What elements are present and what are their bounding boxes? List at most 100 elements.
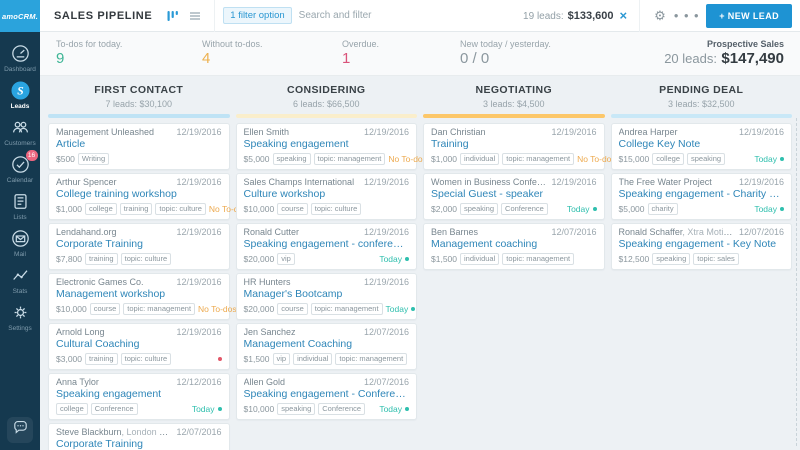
card-header-row: Dan Christian 12/19/2016 [431, 127, 597, 138]
sidebar-item-dashboard[interactable]: Dashboard [0, 43, 40, 73]
lead-company-name: , London Corp [121, 427, 173, 437]
lead-title-link[interactable]: Management coaching [431, 238, 538, 250]
lead-status-text: Today [191, 404, 215, 414]
lead-title-link[interactable]: Speaking engagement - Key Note [618, 238, 777, 250]
lead-title-link[interactable]: Management Coaching [243, 338, 353, 350]
lead-card[interactable]: Allen Gold 12/07/2016 Speaking engagement … [235, 373, 417, 420]
lead-title-link[interactable]: Corporate Training [56, 238, 143, 250]
lead-title-link[interactable]: Training [431, 138, 469, 150]
lead-title-link[interactable]: College training workshop [56, 188, 177, 200]
lead-title-link[interactable]: Special Guest - speaker [431, 188, 544, 200]
lead-tag: charity [647, 203, 678, 215]
lead-status-dot [592, 207, 597, 211]
lead-card[interactable]: Ben Barnes 12/07/2016 Management coaching $… [423, 223, 605, 270]
lead-title-link[interactable]: Management workshop [56, 288, 166, 300]
lead-price: $3,000 [56, 354, 82, 364]
column-header: PENDING DEAL 3 leads: $32,500 [611, 81, 793, 114]
lead-tag: topic: culture [310, 203, 362, 215]
lead-card[interactable]: Andrea Harper 12/19/2016 College Key Note $… [610, 123, 792, 170]
lead-tag: topic: culture [120, 353, 172, 365]
lead-title-link[interactable]: Cultural Coaching [56, 338, 140, 350]
lead-card[interactable]: Lendahand.org 12/19/2016 Corporate Trainin… [48, 223, 230, 270]
lead-status-overdue [217, 357, 222, 361]
lead-status-text: Today [379, 404, 402, 414]
support-chat-button[interactable] [7, 417, 33, 443]
lead-card[interactable]: Ronald Schaffer, Xtra Motivation Inc12/0… [610, 223, 792, 270]
lead-date: 12/19/2016 [176, 327, 222, 337]
filtered-leads-value: $133,600 [567, 9, 614, 22]
sidebar-item-calendar[interactable]: 16 Calendar [0, 150, 40, 184]
clear-filter-icon[interactable]: × [619, 8, 628, 23]
lead-card[interactable]: The Free Water Project 12/19/2016 Speaking… [610, 173, 792, 220]
svg-text:S: S [17, 85, 23, 97]
calendar-badge: 16 [25, 150, 38, 161]
lead-card[interactable]: Ronald Cutter 12/19/2016 Speaking engageme… [235, 223, 417, 270]
sidebar-item-stats[interactable]: Stats [0, 265, 40, 295]
pipeline-view-icon[interactable] [166, 9, 180, 23]
lead-contact-name: Arnold Long [56, 327, 105, 337]
lead-card[interactable]: Steve Blackburn, London Corp 12/07/2016 Co… [48, 423, 230, 450]
card-header-row: Management Unleashed 12/19/2016 [56, 127, 222, 138]
lead-card[interactable]: HR Hunters 12/19/2016 Manager's Bootcamp $2… [235, 273, 417, 320]
dashboard-gauge-icon [10, 43, 31, 64]
lead-card[interactable]: Arnold Long 12/19/2016 Cultural Coaching $3… [48, 323, 230, 370]
lead-card[interactable]: Dan Christian 12/19/2016 Training $1,000 ind… [423, 123, 623, 170]
lead-price: $5,000 [243, 154, 270, 164]
lead-title-link[interactable]: Speaking engagement - Conference [243, 388, 410, 400]
lead-date: 12/07/2016 [363, 377, 409, 387]
sidebar-item-settings[interactable]: Settings [0, 302, 40, 332]
lead-date: 12/19/2016 [176, 227, 222, 237]
lead-card[interactable]: Arthur Spencer 12/19/2016 College training… [48, 173, 255, 220]
lead-title-link[interactable]: College Key Note [618, 138, 701, 150]
lead-card[interactable]: Ellen Smith 12/19/2016 Speaking engagement… [235, 123, 434, 170]
lead-card[interactable]: Jen Sanchez 12/07/2016 Management Coaching… [235, 323, 417, 370]
pipeline-column-considering: CONSIDERING 6 leads: $66,500 Ellen Smith 12… [235, 81, 434, 450]
lead-title-link[interactable]: Speaking engagement [56, 388, 162, 400]
lead-card[interactable]: Sales Champs International 12/19/2016 Cult… [235, 173, 417, 220]
lead-card[interactable]: Women in Business Conference 12/19/2016 Sp… [423, 173, 605, 220]
lead-contact-name: Ronald Schaffer, Xtra Motivation Inc [619, 227, 735, 238]
search-input[interactable]: Search and filter [298, 10, 372, 21]
card-header-row: The Free Water Project 12/19/2016 [619, 177, 785, 188]
lead-card[interactable]: Management Unleashed 12/19/2016 Article $50… [48, 123, 230, 170]
lead-title-link[interactable]: Culture workshop [243, 188, 326, 200]
more-options-icon[interactable]: ● ● ● [673, 11, 701, 20]
new-lead-button[interactable]: + NEW LEAD [706, 3, 792, 28]
lead-title-link[interactable]: Article [56, 138, 86, 150]
sidebar-item-customers[interactable]: Customers [0, 117, 40, 147]
stat-filter-4[interactable]: New today / yesterday. 0 / 0 [460, 39, 610, 67]
filter-option-chip[interactable]: 1 filter option [223, 7, 292, 24]
lead-tag: vip [272, 353, 291, 365]
lead-title-link[interactable]: Manager's Bootcamp [243, 288, 343, 300]
lead-status-text: Today [379, 254, 402, 264]
lead-price: $1,500 [431, 254, 457, 264]
lead-tag: topic: management [335, 353, 408, 365]
stat-label: New today / yesterday. [460, 39, 551, 49]
sidebar-item-mail[interactable]: Mail [0, 228, 40, 258]
lead-tag: course [89, 303, 121, 315]
card-meta-row: $12,500 speaking topic: sales [619, 253, 785, 265]
column-name: PENDING DEAL [659, 84, 744, 96]
lead-title-link[interactable]: Speaking engagement [243, 138, 349, 150]
stat-filter-3[interactable]: Overdue. 1 [342, 39, 460, 67]
sidebar-item-leads[interactable]: S Leads [0, 80, 40, 110]
lead-title-link[interactable]: Speaking engagement - conference [243, 238, 410, 250]
filtered-leads-summary: 19 leads: $133,600 [523, 10, 613, 22]
amocrm-logo[interactable]: amoCRM. [0, 0, 40, 32]
column-accent-strip [423, 114, 605, 118]
lead-card[interactable]: Anna Tylor 12/12/2016 Speaking engagement c… [48, 373, 230, 420]
lead-tag: training [119, 203, 153, 215]
list-view-toggle-icon[interactable] [188, 9, 202, 23]
card-header-row: Electronic Games Co. 12/19/2016 [56, 277, 222, 288]
card-meta-row: $5,000 charity Today [619, 203, 784, 215]
card-header-row: Ellen Smith 12/19/2016 [244, 127, 410, 138]
gear-icon[interactable]: ⚙ [654, 8, 666, 23]
sidebar-item-lists[interactable]: Lists [0, 191, 40, 221]
lead-title-link[interactable]: Speaking engagement - Charity Gala [618, 188, 785, 200]
stat-filter-2[interactable]: Without to-dos. 4 [202, 39, 342, 67]
lead-date: 12/07/2016 [176, 427, 222, 437]
column-accent-strip [235, 114, 417, 118]
lead-title-link[interactable]: Corporate Training [56, 438, 143, 450]
stat-filter-1[interactable]: To-dos for today. 9 [56, 39, 202, 67]
lead-card[interactable]: Electronic Games Co. 12/19/2016 Management… [48, 273, 244, 320]
